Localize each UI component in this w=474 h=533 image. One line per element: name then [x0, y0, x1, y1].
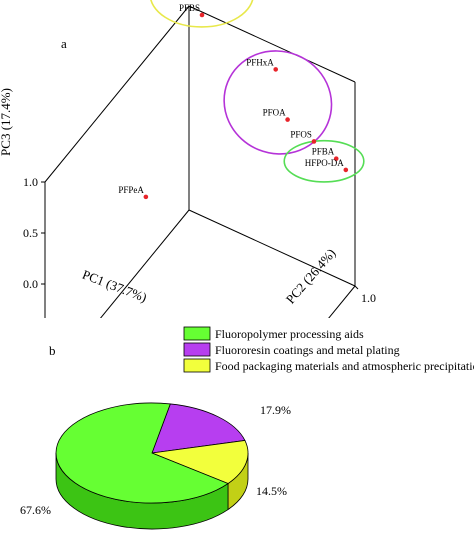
pie-value-labels: 17.9% 14.5% 67.6% — [20, 403, 291, 517]
pc2-tick — [354, 285, 359, 290]
pca-point — [199, 12, 205, 18]
group-ellipse — [283, 139, 365, 183]
pca-3d-scatter: PFBSPFHpAPFPeAPFHxAPFOAPFOSPFBAHFPO-DA -… — [0, 0, 376, 318]
group-ellipse — [223, 50, 333, 155]
pc3-tick-label: 1.0 — [23, 175, 38, 189]
pca-axes-box — [44, 5, 356, 318]
pie-slice — [151, 403, 246, 454]
pca-point — [343, 167, 349, 173]
pca-points: PFBSPFHpAPFPeAPFHxAPFOAPFOSPFBAHFPO-DA — [118, 3, 349, 200]
box-edge — [188, 5, 356, 83]
pca-group-ellipses — [150, 0, 365, 183]
box-edge — [99, 209, 190, 318]
pca-point-label: HFPO-DA — [305, 158, 345, 168]
pie-value-label: 17.9% — [260, 403, 291, 417]
pie-value-label: 67.6% — [20, 503, 51, 517]
pca-point — [333, 156, 339, 161]
pca-point — [273, 67, 279, 72]
box-edge — [188, 209, 356, 287]
pie-legend: Fluoropolymer processing aids Fluororesin… — [183, 326, 474, 373]
pca-point-label: PFBS — [179, 3, 200, 13]
pca-ticks: -1.0-0.50.00.51.0-1.0-0.500.51.0-1.0-0.5… — [23, 175, 376, 305]
pca-point-label: PFPeA — [118, 185, 144, 195]
panel-b-label: b — [49, 343, 56, 358]
legend-swatch — [183, 358, 211, 373]
pca-point-label: PFOS — [290, 129, 312, 139]
pc3-axis-title: PC3 (17.4%) — [0, 88, 13, 156]
panel-a-label: a — [61, 36, 67, 51]
legend-label: Fluororesin coatings and metal plating — [215, 343, 400, 357]
pie-body — [55, 402, 249, 530]
pca-point-label: PFOA — [263, 108, 287, 118]
pie-slice — [55, 402, 229, 504]
pca-point — [311, 139, 317, 144]
pie-slice — [150, 439, 249, 484]
pc3-tick-label: 0.5 — [23, 226, 38, 240]
pc1-axis-title: PC1 (37.7%) — [80, 267, 149, 305]
legend-label: Fluoropolymer processing aids — [215, 327, 364, 341]
pc3-tick-label: 0.0 — [23, 277, 38, 291]
box-edge — [44, 5, 190, 183]
group-ellipse — [150, 0, 254, 28]
pca-point — [143, 194, 149, 200]
pc2-axis-title: PC2 (26.4%) — [283, 246, 339, 307]
pie-value-label: 14.5% — [256, 484, 287, 498]
pca-point-label: PFBA — [312, 147, 335, 157]
legend-swatch — [183, 342, 211, 357]
pca-point-label: PFHxA — [246, 57, 274, 67]
pie-3d-chart: b Fluoropolymer processing aids Fluorores… — [20, 326, 474, 530]
pca-point — [285, 117, 290, 122]
pc2-tick-label: 1.0 — [361, 291, 376, 305]
legend-swatch — [183, 326, 211, 341]
legend-label: Food packaging materials and atmospheric… — [215, 359, 474, 373]
axis-line-pc2 — [328, 285, 356, 318]
